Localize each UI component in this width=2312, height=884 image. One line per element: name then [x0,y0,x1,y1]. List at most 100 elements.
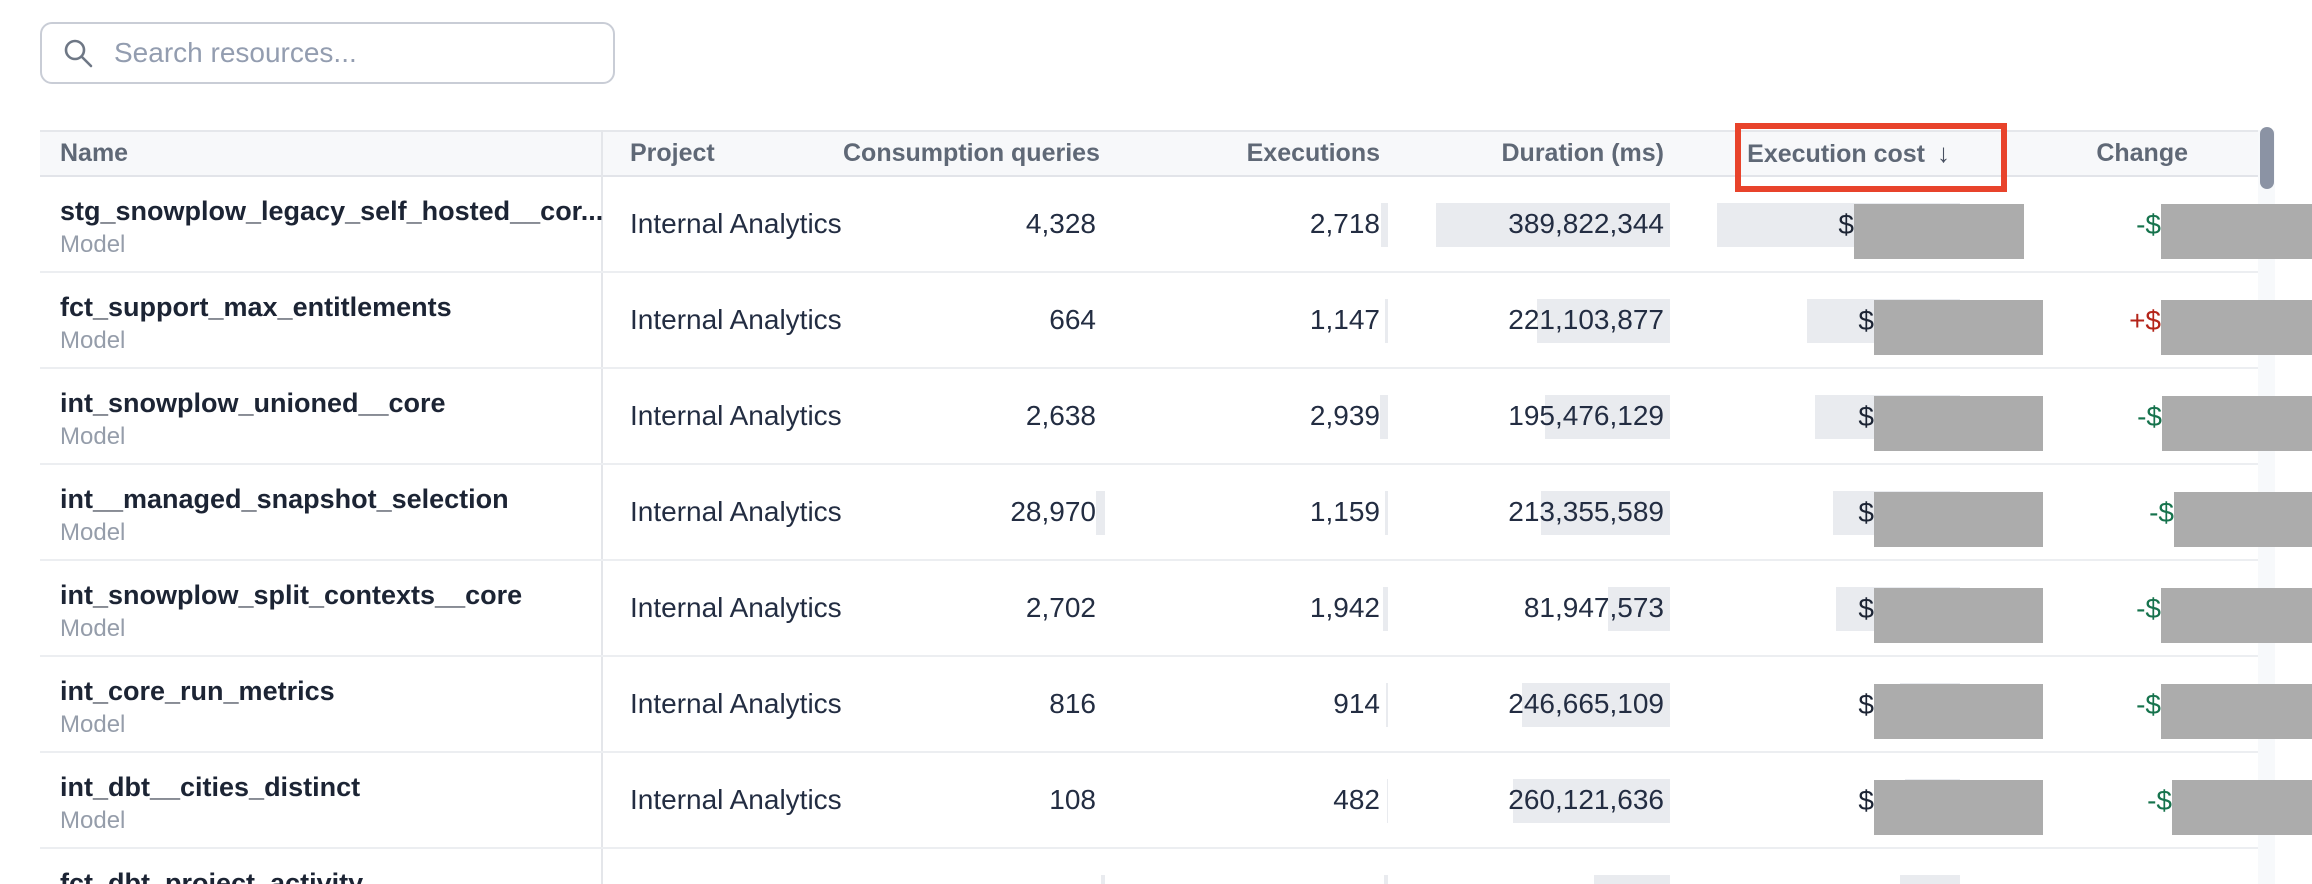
consumption-queries-cell: 108 [1049,784,1096,815]
name-cell: int_dbt__cities_distinct Model [40,753,603,847]
cost-redaction-block [1874,396,2043,451]
executions-heat-bar [1384,875,1388,884]
table-row[interactable]: int_snowplow_unioned__core Model Interna… [0,369,2312,465]
execution-cost-prefix: $ [1858,593,1874,624]
change-redaction-block [2174,492,2312,547]
change-sign: -$ [2147,785,2172,816]
duration-cell: 389,822,344 [1508,208,1664,239]
consumption-queries-cell: 664 [1049,304,1096,335]
cost-redaction-block [1874,588,2043,643]
execution-cost-prefix: $ [1858,305,1874,336]
project-cell: Internal Analytics [630,592,842,623]
cost-redaction-block [1874,780,2043,835]
name-cell: int__managed_snapshot_selection Model [40,465,603,559]
change-sign: +$ [2129,305,2161,336]
cost-heat-bar [1900,875,1960,884]
name-cell: fct_dbt_project_activity Model [40,849,603,884]
table-row[interactable]: fct_support_max_entitlements Model Inter… [0,273,2312,369]
table-row[interactable]: int_snowplow_split_contexts__core Model … [0,561,2312,657]
queries-heat-bar [1101,875,1105,884]
queries-heat-bar [1096,491,1105,535]
executions-cell: 2,718 [1309,208,1380,239]
resource-type: Model [60,327,126,354]
execution-cost-prefix: $ [1858,689,1874,720]
duration-cell: 81,947,573 [1523,592,1664,623]
executions-heat-bar [1381,203,1388,247]
name-cell: stg_snowplow_legacy_self_hosted__cor... … [40,177,603,271]
name-cell: fct_support_max_entitlements Model [40,273,603,367]
duration-heat-bar [1522,683,1670,727]
resource-name: int_snowplow_unioned__core [60,388,446,418]
search-input[interactable] [40,22,615,84]
cost-redaction-block [1874,684,2043,739]
executions-cell: 482 [1333,784,1380,815]
cost-redaction-block [1874,492,2043,547]
change-sign: -$ [2136,689,2161,720]
consumption-queries-cell: 816 [1049,688,1096,719]
table-body: stg_snowplow_legacy_self_hosted__cor... … [0,177,2312,884]
consumption-queries-cell: 28,970 [1010,496,1096,527]
search-box [40,22,615,84]
executions-cell: 914 [1333,688,1380,719]
column-header-change[interactable]: Change [2096,139,2188,167]
project-cell: Internal Analytics [630,304,842,335]
project-cell: Internal Analytics [630,496,842,527]
column-header-consumption-queries[interactable]: Consumption queries [843,139,1100,167]
executions-heat-bar [1385,299,1388,343]
table-row[interactable]: int__managed_snapshot_selection Model In… [0,465,2312,561]
column-header-name[interactable]: Name [40,130,603,177]
change-redaction-block [2161,588,2312,643]
resource-name: fct_support_max_entitlements [60,292,452,322]
change-redaction-block [2162,396,2312,451]
table-row[interactable]: fct_dbt_project_activity Model [0,849,2312,884]
table-header: Name Project Consumption queries Executi… [0,130,2312,177]
change-sign: -$ [2136,593,2161,624]
change-sign: -$ [2136,209,2161,240]
name-cell: int_snowplow_unioned__core Model [40,369,603,463]
duration-heat-bar [1545,395,1670,439]
table-row[interactable]: int_dbt__cities_distinct Model Internal … [0,753,2312,849]
executions-cell: 1,159 [1309,496,1380,527]
executions-heat-bar [1380,395,1388,439]
duration-heat-bar [1513,779,1670,823]
project-cell: Internal Analytics [630,400,842,431]
name-cell: int_snowplow_split_contexts__core Model [40,561,603,655]
resource-type: Model [60,615,126,642]
execution-cost-prefix: $ [1838,209,1854,240]
change-redaction-block [2161,684,2312,739]
execution-cost-prefix: $ [1858,401,1874,432]
resource-name: int__managed_snapshot_selection [60,484,509,514]
scrollbar-thumb[interactable] [2260,127,2274,189]
duration-heat-bar [1436,203,1670,247]
duration-cell: 195,476,129 [1508,400,1664,431]
project-cell: Internal Analytics [630,784,842,815]
duration-heat-bar [1541,491,1670,535]
executions-heat-bar [1387,779,1388,823]
change-sign: -$ [2149,497,2174,528]
duration-cell [1388,849,1672,884]
change-redaction-block [2161,204,2312,259]
table-row[interactable]: int_core_run_metrics Model Internal Anal… [0,657,2312,753]
resource-type: Model [60,231,126,258]
execution-cost-prefix: $ [1858,497,1874,528]
column-header-project[interactable]: Project [630,139,715,167]
executions-cell: 1,147 [1309,304,1380,335]
duration-heat-bar [1537,299,1670,343]
cost-redaction-block [1874,300,2043,355]
table-row[interactable]: stg_snowplow_legacy_self_hosted__cor... … [0,177,2312,273]
sort-descending-icon[interactable]: ↓ [1937,138,1950,168]
resource-name: fct_dbt_project_activity [60,868,364,884]
column-header-execution-cost[interactable]: Execution cost ↓ [1747,138,1950,168]
resource-name: int_snowplow_split_contexts__core [60,580,523,610]
annotation-highlight-box [1735,123,2007,192]
column-header-duration[interactable]: Duration (ms) [1501,139,1665,167]
name-cell: int_core_run_metrics Model [40,657,603,751]
duration-cell: 246,665,109 [1508,688,1664,719]
resource-type: Model [60,807,126,834]
column-header-executions[interactable]: Executions [1246,139,1380,167]
resource-name: int_dbt__cities_distinct [60,772,361,802]
cost-redaction-block [1854,204,2024,259]
executions-heat-bar [1386,683,1388,727]
change-sign: -$ [2137,401,2162,432]
